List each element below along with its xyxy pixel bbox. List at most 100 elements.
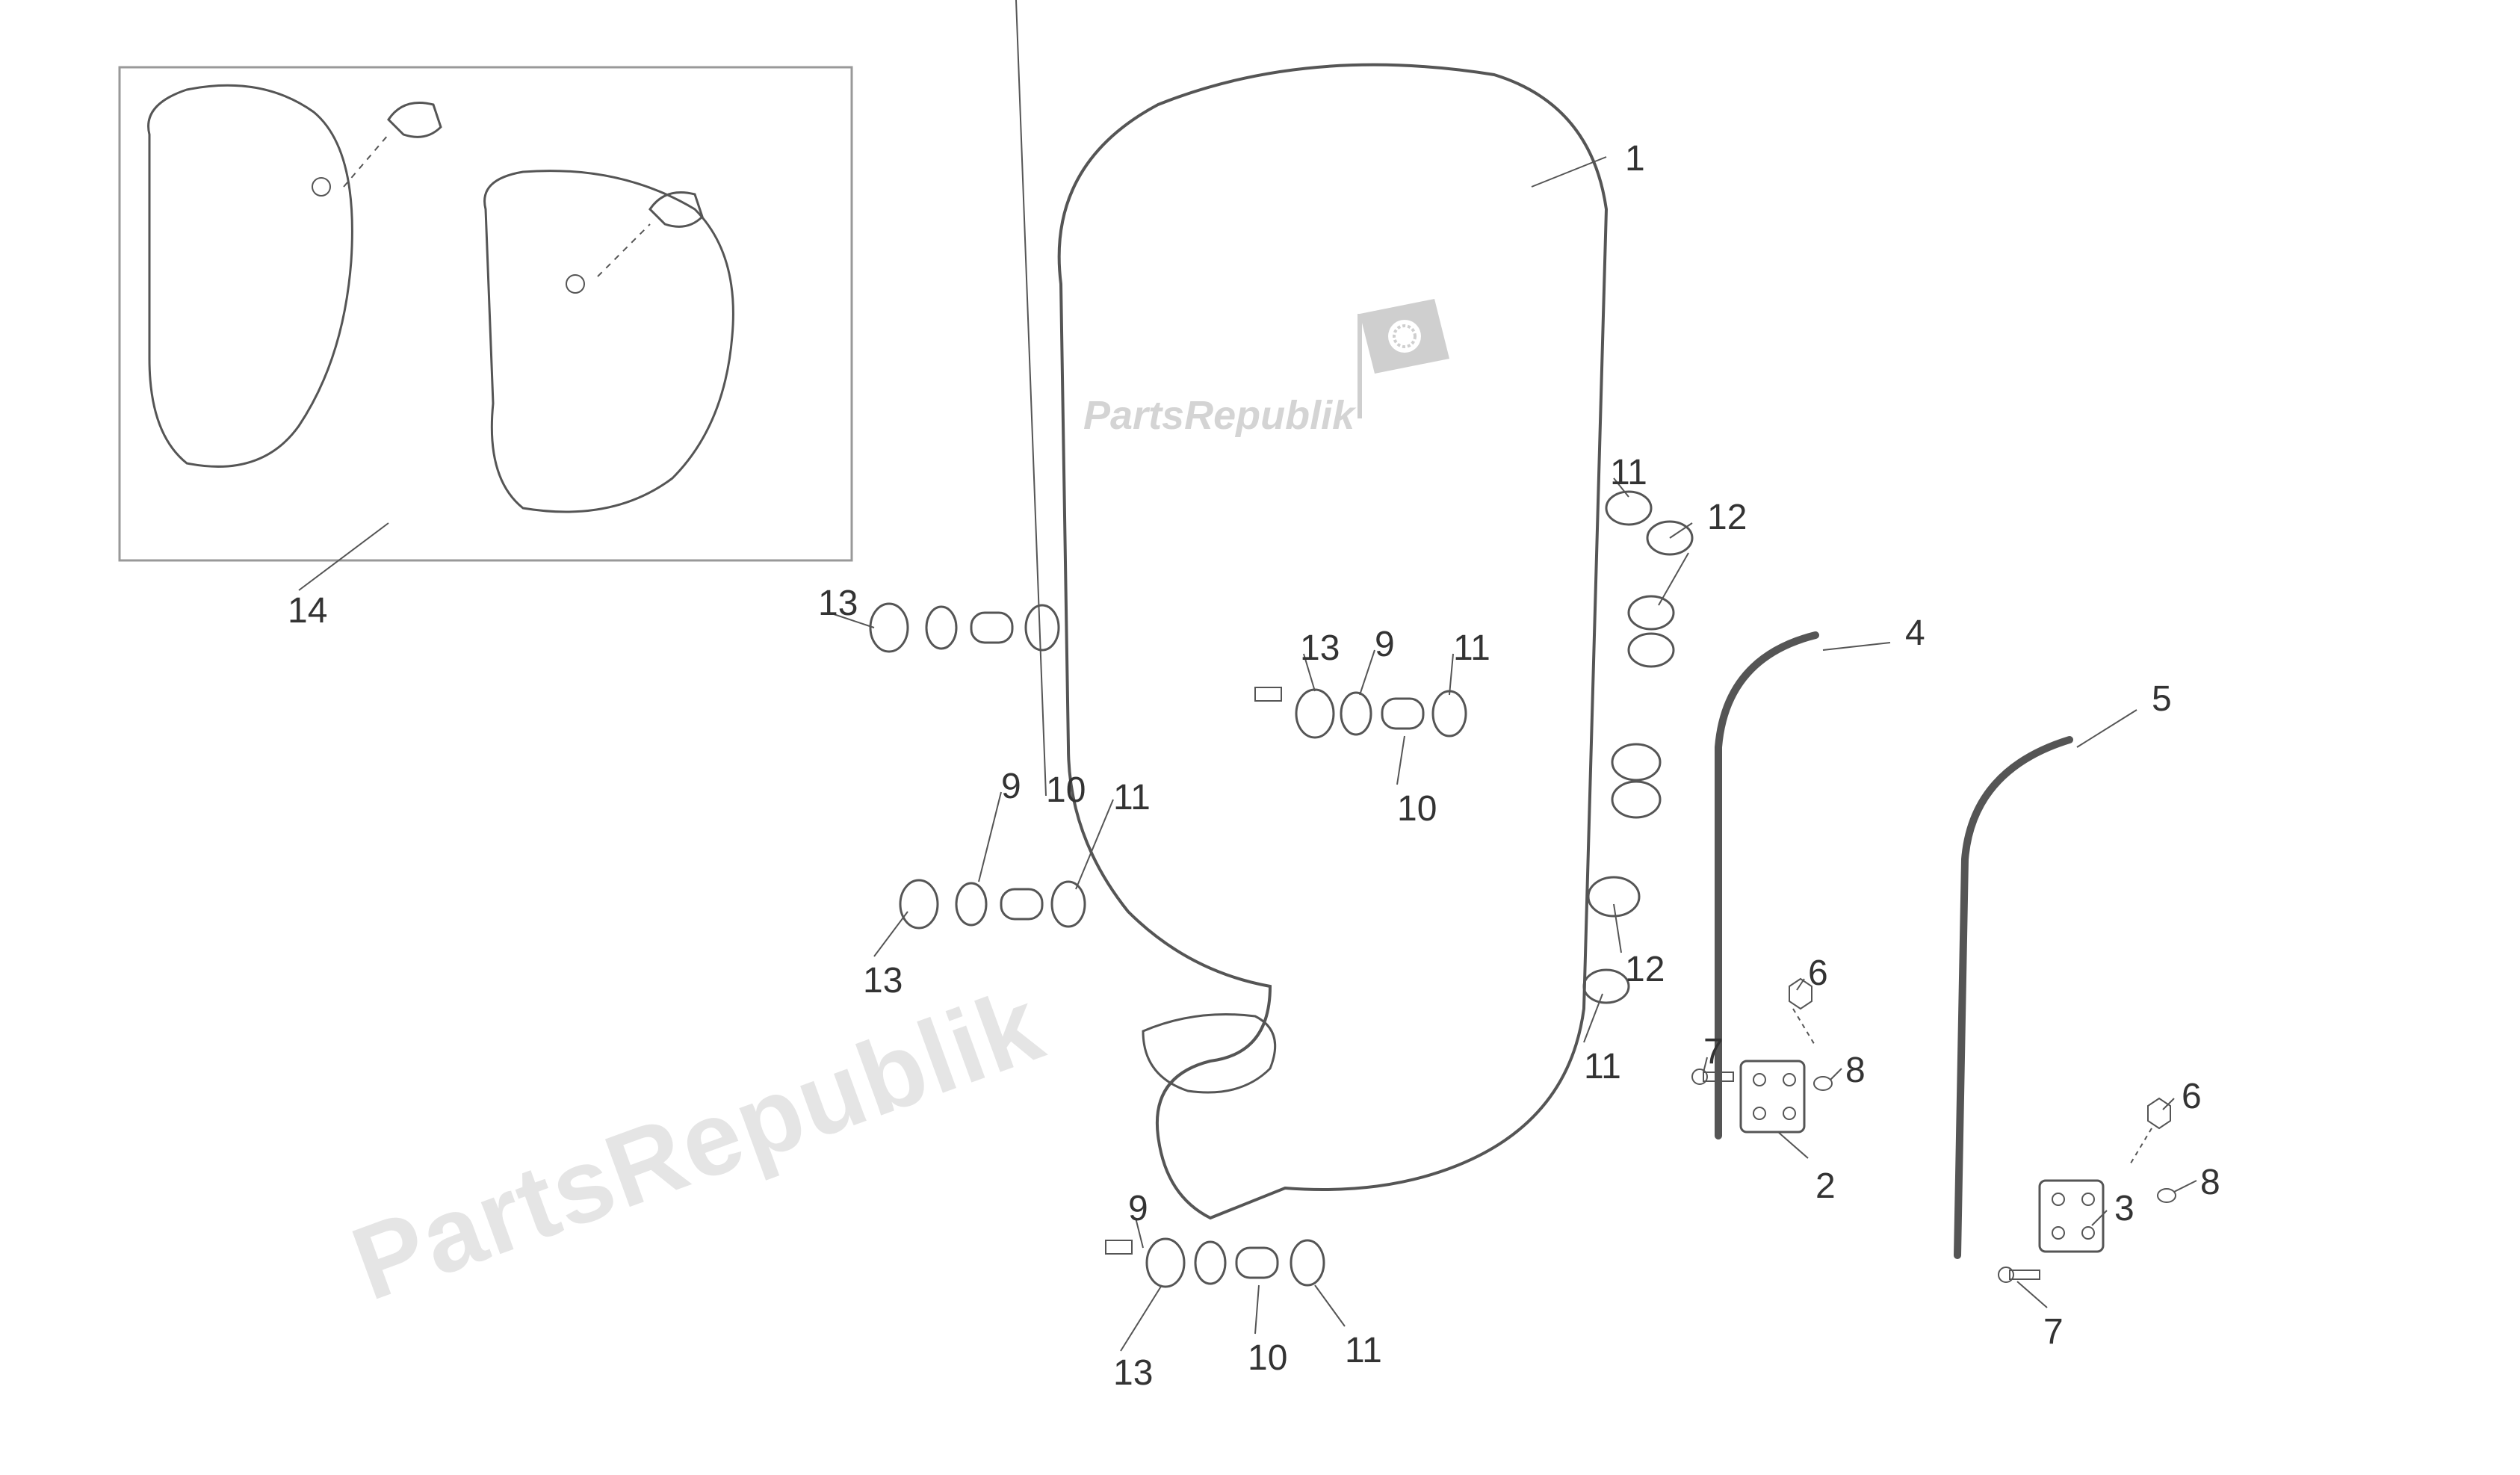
bracket-3: [2040, 1181, 2103, 1252]
label-grommet-11b: 11: [1453, 628, 1490, 669]
spacer-tl: [971, 613, 1012, 643]
label-grommet-11d: 11: [1584, 1046, 1621, 1087]
support-rod-5: [1957, 740, 2069, 1255]
label-windshield: 1: [1625, 138, 1645, 179]
inset-box: [120, 67, 852, 560]
leader-9a: [979, 792, 1001, 882]
leader-10b: [1397, 736, 1405, 785]
leader-4: [1823, 643, 1890, 650]
washer-8b: [2158, 1189, 2176, 1202]
guard-bracket-left: [388, 103, 441, 137]
leader-9b: [1360, 650, 1375, 695]
label-screw-9c: 9: [1128, 1188, 1148, 1229]
cap-13-b: [1147, 1239, 1184, 1287]
label-ring-12b: 12: [1625, 949, 1665, 990]
leader-10a: [1016, 0, 1046, 796]
label-hand-guards: 14: [288, 590, 327, 631]
label-bolt-7a: 7: [1703, 1031, 1724, 1072]
windshield-cutout: [1143, 1015, 1275, 1093]
leader-11a: [1076, 800, 1113, 889]
leader-2: [1778, 1132, 1808, 1158]
label-spacer-10a: 10: [1046, 770, 1086, 811]
guard-line-right: [598, 224, 650, 276]
label-cap-13c: 13: [863, 960, 903, 1001]
diagram-svg: [0, 0, 2520, 1471]
ring-r6: [1588, 877, 1639, 916]
label-rod-4: 4: [1905, 613, 1925, 654]
leader-12b: [1614, 904, 1621, 953]
label-cap-13a: 13: [818, 583, 858, 624]
label-washer-8b: 8: [2200, 1162, 2220, 1203]
grommet-b: [1291, 1240, 1324, 1285]
grommet-r7: [1584, 970, 1629, 1003]
leader-3: [2092, 1210, 2107, 1225]
leader-12a2: [1659, 553, 1688, 605]
guard-hole-left: [312, 178, 330, 196]
leader-13d: [1121, 1285, 1162, 1351]
watermark-logo-text: PartsRepublik: [1083, 392, 1355, 439]
screw-c-shaft: [1255, 687, 1281, 701]
label-cap-13d: 13: [1113, 1352, 1153, 1394]
spacer-b: [1236, 1248, 1278, 1278]
label-screw-9b: 9: [1375, 624, 1395, 665]
leader-8b: [2174, 1181, 2197, 1192]
leader-10c: [1255, 1285, 1259, 1334]
label-spacer-10c: 10: [1248, 1338, 1287, 1379]
leader-5: [2077, 710, 2137, 747]
hand-guard-left: [149, 85, 353, 466]
label-spacer-10b: 10: [1397, 788, 1437, 829]
label-bolt-7b: 7: [2043, 1311, 2064, 1352]
parts-diagram: 1 2 3 4 5 6 6 7 7 8 8 9 9 9 10 10 10 11 …: [0, 0, 2520, 1471]
bracket-2-hole3: [1753, 1107, 1765, 1119]
label-bracket-right: 2: [1815, 1166, 1836, 1207]
label-grommet-11e: 11: [1345, 1330, 1382, 1371]
bracket-2-hole2: [1783, 1074, 1795, 1086]
bracket-3-hole1: [2052, 1193, 2064, 1205]
ring-r2: [1629, 596, 1674, 629]
bracket-3-hole2: [2082, 1193, 2094, 1205]
label-grommet-11c: 11: [1610, 452, 1647, 493]
grommet-ml: [1052, 882, 1085, 927]
watermark-logo-group: [1360, 299, 1449, 418]
label-ring-12a: 12: [1707, 497, 1747, 538]
leader-13c: [874, 912, 908, 956]
guard-hole-right: [566, 275, 584, 293]
bracket-3-hole4: [2082, 1227, 2094, 1239]
bracket-2: [1741, 1061, 1804, 1132]
bracket-2-hole4: [1783, 1107, 1795, 1119]
part-c-2: [1341, 693, 1371, 735]
bracket-2-hole1: [1753, 1074, 1765, 1086]
bracket-3-hole3: [2052, 1227, 2064, 1239]
leader-1: [1532, 157, 1606, 187]
cap-13-c: [1296, 690, 1334, 738]
dash-6a: [1793, 1009, 1815, 1046]
spacer-ml: [1001, 889, 1042, 919]
ring-r5: [1612, 782, 1660, 817]
part-b-2: [1195, 1242, 1225, 1284]
screw-b-shaft: [1106, 1240, 1132, 1254]
part-tl-2: [926, 607, 956, 649]
label-screw-9a: 9: [1001, 766, 1021, 807]
ring-r3: [1629, 634, 1674, 667]
bolt-7b-head: [1999, 1267, 2013, 1282]
grommet-tl: [1026, 605, 1059, 650]
washer-8a: [1814, 1077, 1832, 1090]
label-grommet-11a: 11: [1113, 777, 1151, 818]
label-washer-8a: 8: [1845, 1050, 1866, 1091]
leader-7b: [2017, 1281, 2047, 1308]
cap-13-ml: [900, 880, 938, 928]
leader-11d: [1584, 994, 1603, 1042]
label-bracket-lower: 3: [2114, 1188, 2134, 1229]
leader-6b: [2163, 1098, 2174, 1110]
ring-r4: [1612, 744, 1660, 780]
part-ml-2: [956, 883, 986, 925]
leader-14: [299, 523, 388, 590]
label-cap-13b: 13: [1300, 628, 1340, 669]
spacer-c: [1382, 699, 1423, 729]
nut-6b: [2148, 1098, 2170, 1128]
guard-line-left: [344, 134, 388, 187]
leader-8a: [1830, 1069, 1842, 1080]
leader-11e: [1315, 1285, 1345, 1326]
dash-6b: [2129, 1128, 2152, 1166]
grommet-c: [1433, 691, 1466, 736]
